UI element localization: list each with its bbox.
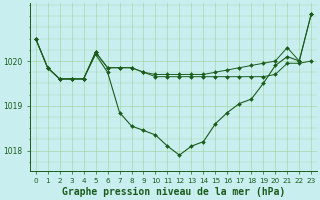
X-axis label: Graphe pression niveau de la mer (hPa): Graphe pression niveau de la mer (hPa) xyxy=(62,187,285,197)
